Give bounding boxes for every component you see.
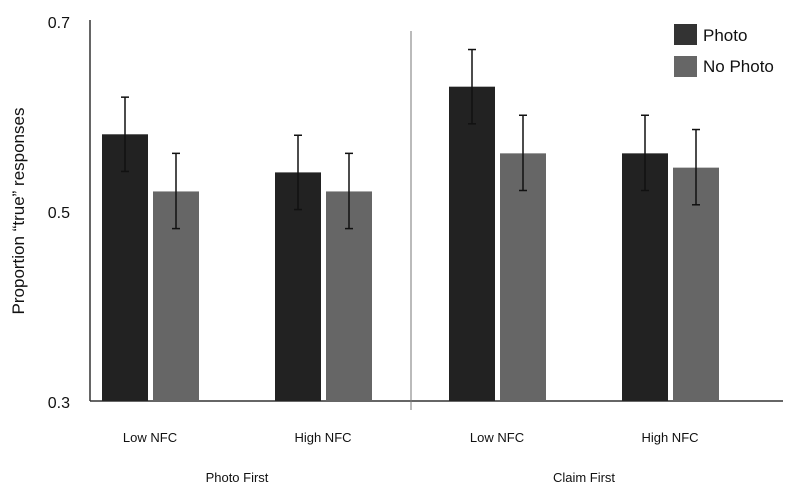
legend: Photo No Photo [674, 24, 774, 77]
legend-swatch-no-photo [674, 56, 697, 77]
legend-label: No Photo [703, 57, 774, 76]
y-axis-label: Proportion “true” responses [9, 108, 28, 315]
bar-photo [102, 134, 148, 402]
bar-photo [449, 86, 495, 402]
legend-label: Photo [703, 26, 747, 45]
category-label: Low NFC [123, 430, 177, 445]
bar-photo [622, 153, 668, 401]
bar-no-photo [500, 153, 546, 401]
group-label: Claim First [553, 470, 615, 485]
y-tick-label: 0.7 [48, 15, 70, 32]
bar-photo [275, 172, 321, 401]
y-tick-label: 0.3 [48, 395, 70, 412]
bar-no-photo [673, 167, 719, 401]
category-label: Low NFC [470, 430, 524, 445]
category-label: High NFC [641, 430, 698, 445]
category-label: High NFC [294, 430, 351, 445]
legend-swatch-photo [674, 24, 697, 45]
y-tick-label: 0.5 [48, 205, 70, 222]
group-label: Photo First [206, 470, 269, 485]
